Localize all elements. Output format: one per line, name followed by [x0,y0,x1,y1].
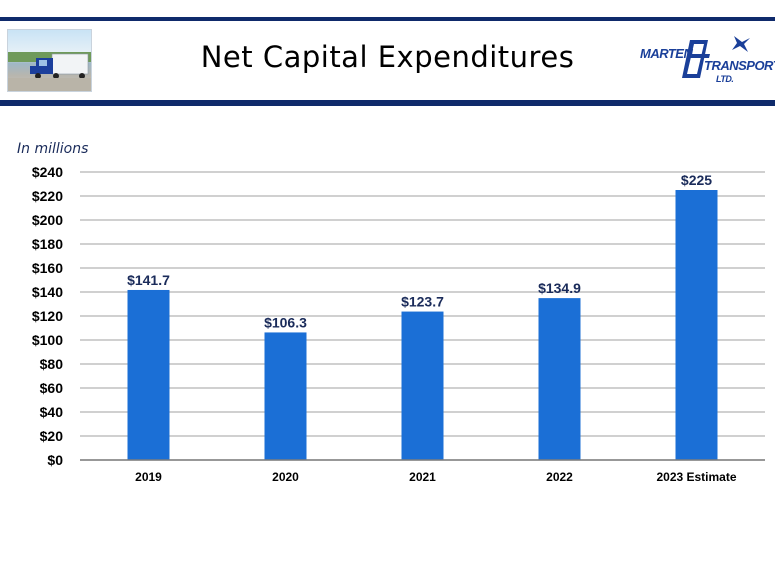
x-tick-label: 2023 Estimate [656,470,736,484]
y-tick-label: $40 [40,404,64,420]
logo-word-marten: MARTEN [640,46,693,61]
logo-word-ltd: LTD. [716,74,734,84]
bar [127,289,170,460]
y-tick-label: $20 [40,428,64,444]
bar-data-label: $225 [681,172,712,188]
y-tick-label: $200 [32,212,63,228]
bar-data-label: $106.3 [264,314,307,330]
bar [675,190,718,460]
bar [538,298,581,460]
x-tick-label: 2021 [409,470,436,484]
bar-data-label: $141.7 [127,272,170,288]
bar [264,332,307,460]
page-title: Net Capital Expenditures [200,40,575,74]
y-tick-label: $120 [32,308,63,324]
header-bottom-rule [0,100,775,106]
mt-monogram-plane-icon [682,36,750,78]
x-tick-label: 2022 [546,470,573,484]
y-axis-ticks: $0 $20 $40 $60 $80 $100 $120 $140 $160 $180 $200 $2… [32,164,63,468]
y-tick-label: $220 [32,188,63,204]
y-tick-label: $160 [32,260,63,276]
y-tick-label: $180 [32,236,63,252]
capex-bar-chart: $0 $20 $40 $60 $80 $100 $120 $140 $160 $180 $200 $2… [32,164,765,484]
y-tick-label: $140 [32,284,63,300]
data-labels: $141.7 $106.3 $123.7 $134.9 $225 [127,172,712,330]
semi-truck-photo [7,29,92,92]
y-tick-label: $60 [40,380,64,396]
header-top-rule [0,17,775,21]
x-tick-label: 2019 [135,470,162,484]
bars [127,190,718,460]
logo-word-transport: TRANSPORT [704,58,775,73]
x-axis-ticks: 2019 2020 2021 2022 2023 Estimate [135,470,737,484]
bar [401,311,444,460]
unit-note: In millions [17,141,89,157]
marten-transport-logo: MARTEN TRANSPORT LTD. [638,28,775,88]
y-tick-label: $100 [32,332,63,348]
x-tick-label: 2020 [272,470,299,484]
bar-data-label: $134.9 [538,280,581,296]
y-tick-label: $0 [47,452,63,468]
bar-data-label: $123.7 [401,294,444,310]
y-tick-label: $80 [40,356,64,372]
y-tick-label: $240 [32,164,63,180]
